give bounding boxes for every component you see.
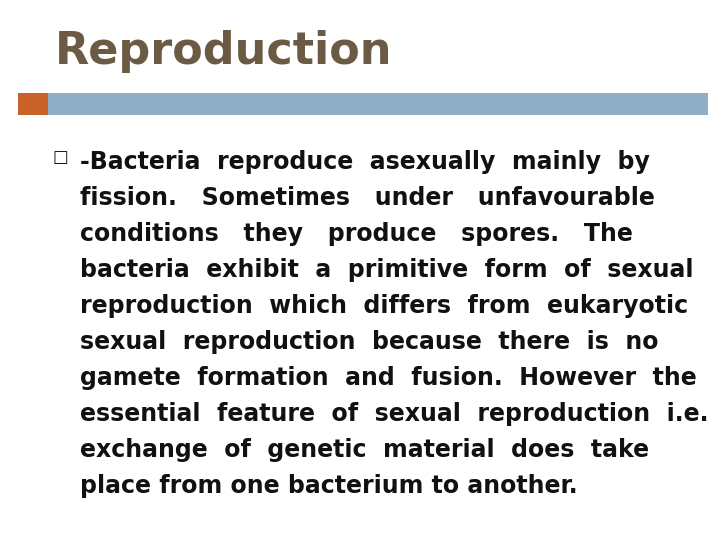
Text: exchange  of  genetic  material  does  take: exchange of genetic material does take [80, 438, 649, 462]
Text: place from one bacterium to another.: place from one bacterium to another. [80, 474, 577, 498]
Text: sexual  reproduction  because  there  is  no: sexual reproduction because there is no [80, 330, 659, 354]
Text: conditions   they   produce   spores.   The: conditions they produce spores. The [80, 222, 633, 246]
Bar [18, 93, 48, 115]
Text: essential  feature  of  sexual  reproduction  i.e.: essential feature of sexual reproduction… [80, 402, 708, 426]
Text: -Bacteria  reproduce  asexually  mainly  by: -Bacteria reproduce asexually mainly by [80, 150, 650, 174]
Text: □: □ [52, 148, 68, 166]
Bar [48, 93, 708, 115]
Text: Reproduction: Reproduction [55, 30, 392, 73]
Text: reproduction  which  differs  from  eukaryotic: reproduction which differs from eukaryot… [80, 294, 688, 318]
Text: gamete  formation  and  fusion.  However  the: gamete formation and fusion. However the [80, 366, 697, 390]
Text: fission.   Sometimes   under   unfavourable: fission. Sometimes under unfavourable [80, 186, 655, 210]
Text: bacteria  exhibit  a  primitive  form  of  sexual: bacteria exhibit a primitive form of sex… [80, 258, 693, 282]
